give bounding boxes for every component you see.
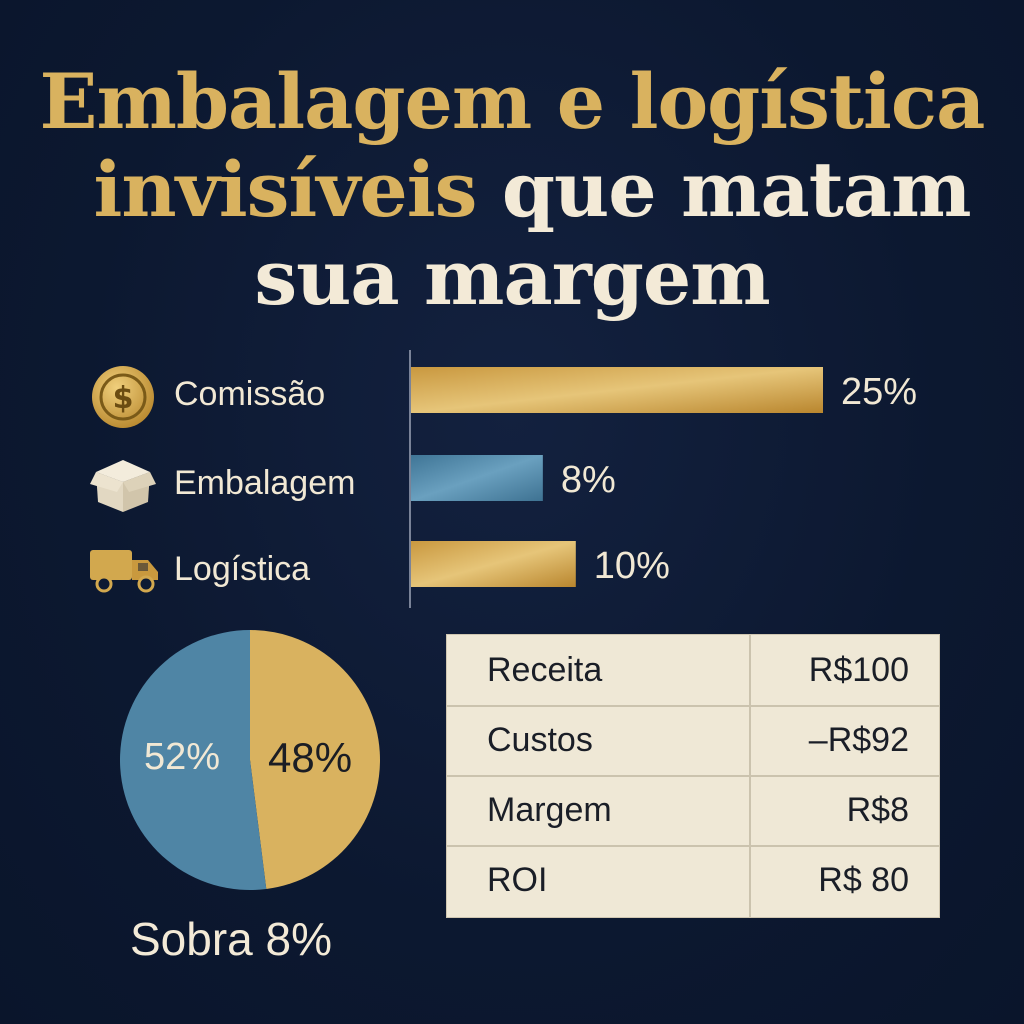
bar-label-comissao: Comissão <box>174 375 326 413</box>
bar-0 <box>411 367 823 413</box>
title-line-1: Embalagem e logística <box>39 57 986 146</box>
table-value: R$100 <box>808 651 909 689</box>
table-label: Receita <box>487 651 603 689</box>
bar-1 <box>411 455 543 501</box>
coin-dollar-icon: $ <box>92 366 154 428</box>
table-label: Custos <box>487 721 593 759</box>
table-value: –R$92 <box>808 721 909 759</box>
box-icon <box>90 460 156 512</box>
bar-label-logistica: Logística <box>174 550 311 588</box>
table-row: ROI R$ 80 <box>447 845 939 915</box>
pie-label-gold: 48% <box>268 734 353 781</box>
bar-2 <box>411 541 576 587</box>
svg-text:$: $ <box>113 381 134 416</box>
table-row: Receita R$100 <box>447 635 939 707</box>
pie-slice-1 <box>250 630 381 889</box>
bar-chart-bars: 25% 8% 10% <box>411 367 917 587</box>
summary-table: Receita R$100 Custos –R$92 Margem R$8 RO… <box>446 634 940 918</box>
title-line-2-rest: que matam <box>476 145 972 234</box>
pie-chart: 52% 48% <box>118 628 382 892</box>
pie-slice-0 <box>120 630 267 890</box>
title-line-3: sua margem <box>254 233 770 322</box>
table-row: Margem R$8 <box>447 775 939 847</box>
pie-chart-svg <box>120 630 381 890</box>
bar-value-label: 10% <box>594 545 670 587</box>
page-title: Embalagem e logística invisíveis que mat… <box>0 58 1024 322</box>
bar-value-label: 25% <box>841 371 917 413</box>
table-value: R$8 <box>846 791 909 829</box>
table-label: ROI <box>487 861 548 899</box>
bar-value-label: 8% <box>561 459 616 501</box>
table-label: Margem <box>487 791 612 829</box>
title-line-2: invisíveis que matam <box>0 146 1024 234</box>
table-value: R$ 80 <box>818 861 909 899</box>
bar-chart-axis <box>409 350 411 608</box>
title-highlight: invisíveis <box>93 145 477 234</box>
pie-caption: Sobra 8% <box>130 913 333 965</box>
bar-label-embalagem: Embalagem <box>174 464 356 502</box>
truck-icon <box>90 550 158 593</box>
table-row: Custos –R$92 <box>447 705 939 777</box>
pie-label-blue: 52% <box>144 736 221 778</box>
